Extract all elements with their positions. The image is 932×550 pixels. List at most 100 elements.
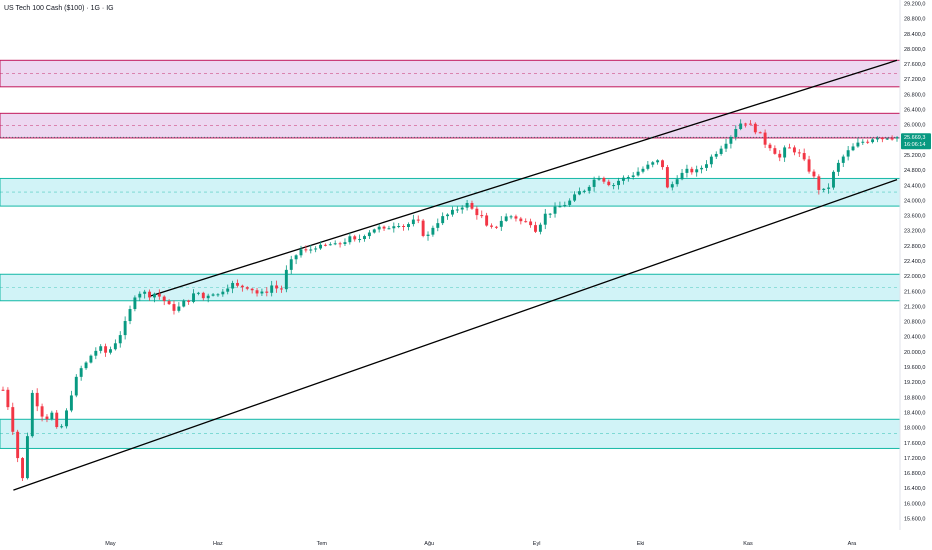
- candle-body: [265, 291, 269, 293]
- demand-zone-4[interactable]: [0, 418, 901, 449]
- candle-body: [739, 123, 743, 130]
- candle: [450, 206, 454, 217]
- candle: [377, 224, 381, 233]
- candle-body: [563, 204, 567, 207]
- y-tick-label: 24.400,0: [904, 183, 925, 189]
- candle-body: [646, 164, 650, 169]
- candle-body: [250, 288, 254, 291]
- candle-body: [788, 147, 791, 149]
- candle-body: [758, 132, 762, 134]
- time-axis[interactable]: May Haz Tem Ağu Eyl Eki Kas Ara: [105, 541, 857, 547]
- candle: [841, 154, 845, 168]
- candle-body: [431, 227, 435, 235]
- candle-body: [353, 236, 357, 240]
- candle-body: [631, 175, 635, 178]
- candle: [353, 234, 357, 242]
- candle-body: [1, 389, 5, 391]
- candle: [280, 285, 283, 293]
- channel-line-1[interactable]: [148, 59, 898, 298]
- candle-body: [299, 249, 303, 256]
- candle: [636, 167, 640, 177]
- candle: [89, 354, 93, 364]
- candle-body: [221, 291, 225, 295]
- candle: [817, 174, 821, 195]
- candle-body: [778, 153, 782, 158]
- candle: [69, 390, 73, 413]
- candle-body: [118, 335, 122, 344]
- candle: [578, 187, 581, 196]
- candle-body: [460, 207, 464, 210]
- candle: [866, 139, 870, 144]
- candle: [167, 299, 171, 305]
- candle: [558, 201, 562, 208]
- candle-body: [113, 343, 117, 350]
- candle-body: [827, 187, 831, 189]
- candle: [778, 150, 782, 162]
- candle: [656, 159, 660, 165]
- candle: [597, 175, 601, 181]
- candle: [231, 280, 235, 294]
- candle-body: [211, 294, 215, 296]
- candle-body: [621, 177, 625, 181]
- candle: [807, 155, 811, 174]
- price-axis[interactable]: 29.200,0 28.800,0 28.400,0 28.000,0 27.600,0…: [904, 2, 925, 523]
- x-tick-label: Eki: [637, 541, 645, 547]
- candle-body: [661, 160, 664, 168]
- channel-line-0[interactable]: [13, 178, 898, 491]
- candle: [529, 218, 533, 228]
- candle: [216, 293, 220, 297]
- candle-body: [275, 285, 279, 289]
- candle-body: [55, 412, 59, 428]
- candle-body: [196, 292, 200, 294]
- candle-body: [680, 172, 684, 180]
- candle-body: [11, 407, 15, 432]
- candle-body: [695, 169, 699, 173]
- candle-body: [343, 242, 347, 245]
- candle-body: [226, 288, 230, 292]
- candle: [338, 241, 342, 248]
- candle: [538, 222, 542, 235]
- candle: [407, 222, 410, 231]
- candle: [240, 284, 244, 292]
- candle-body: [133, 297, 137, 310]
- candle: [661, 159, 664, 170]
- candle: [670, 181, 674, 191]
- candle-body: [534, 225, 537, 232]
- candle: [275, 280, 279, 293]
- candle-body: [475, 208, 479, 216]
- candle: [35, 388, 39, 412]
- candle-body: [25, 436, 29, 479]
- candle-body: [206, 295, 210, 299]
- candle: [45, 414, 49, 423]
- candle: [55, 410, 59, 429]
- candle-body: [182, 300, 186, 307]
- y-tick-label: 18.800,0: [904, 395, 925, 401]
- candle: [289, 255, 293, 275]
- candle-body: [587, 186, 591, 191]
- candle: [568, 198, 572, 207]
- candle-body: [851, 146, 855, 151]
- x-tick-label: Tem: [317, 541, 328, 547]
- candle: [822, 188, 826, 193]
- candle: [631, 172, 635, 180]
- candle-body: [607, 181, 611, 186]
- candle: [397, 223, 401, 229]
- candle-body: [656, 160, 660, 163]
- candle-body: [597, 177, 601, 180]
- candle: [573, 191, 577, 202]
- candle-body: [866, 141, 870, 143]
- candle-body: [30, 392, 34, 437]
- candle: [118, 331, 122, 348]
- candle-body: [421, 220, 425, 236]
- candle-body: [152, 293, 156, 298]
- candle: [343, 238, 347, 247]
- candle: [621, 175, 625, 185]
- candle: [304, 245, 308, 253]
- candle: [25, 432, 29, 480]
- candle-body: [436, 223, 440, 228]
- candle-body: [753, 123, 757, 133]
- candle: [719, 145, 723, 156]
- candle-body: [499, 220, 503, 227]
- y-tick-label: 24.000,0: [904, 198, 925, 204]
